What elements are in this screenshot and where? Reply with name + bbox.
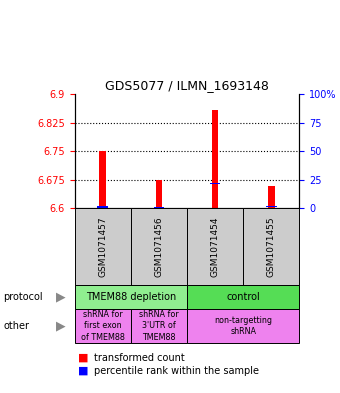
Text: percentile rank within the sample: percentile rank within the sample xyxy=(94,366,258,376)
Text: non-targetting
shRNA: non-targetting shRNA xyxy=(214,316,272,336)
Text: shRNA for
3'UTR of
TMEM88: shRNA for 3'UTR of TMEM88 xyxy=(139,310,179,342)
Title: GDS5077 / ILMN_1693148: GDS5077 / ILMN_1693148 xyxy=(105,79,269,92)
Bar xyxy=(156,180,162,208)
Bar xyxy=(100,151,106,208)
Text: GSM1071454: GSM1071454 xyxy=(210,217,220,277)
Text: ■: ■ xyxy=(78,366,89,376)
Bar xyxy=(154,207,164,208)
Text: transformed count: transformed count xyxy=(94,353,184,363)
Text: TMEM88 depletion: TMEM88 depletion xyxy=(86,292,176,302)
Text: GSM1071456: GSM1071456 xyxy=(154,216,164,277)
Text: other: other xyxy=(3,321,29,331)
Bar xyxy=(210,183,220,184)
Bar xyxy=(212,110,218,208)
Text: protocol: protocol xyxy=(3,292,43,302)
Bar xyxy=(266,206,276,207)
Text: ▶: ▶ xyxy=(56,320,66,332)
Bar xyxy=(268,186,274,208)
Text: ■: ■ xyxy=(78,353,89,363)
Text: ▶: ▶ xyxy=(56,290,66,304)
Text: shRNA for
first exon
of TMEM88: shRNA for first exon of TMEM88 xyxy=(81,310,125,342)
Text: control: control xyxy=(226,292,260,302)
Text: GSM1071457: GSM1071457 xyxy=(98,216,107,277)
Bar xyxy=(98,206,108,208)
Text: GSM1071455: GSM1071455 xyxy=(267,216,276,277)
